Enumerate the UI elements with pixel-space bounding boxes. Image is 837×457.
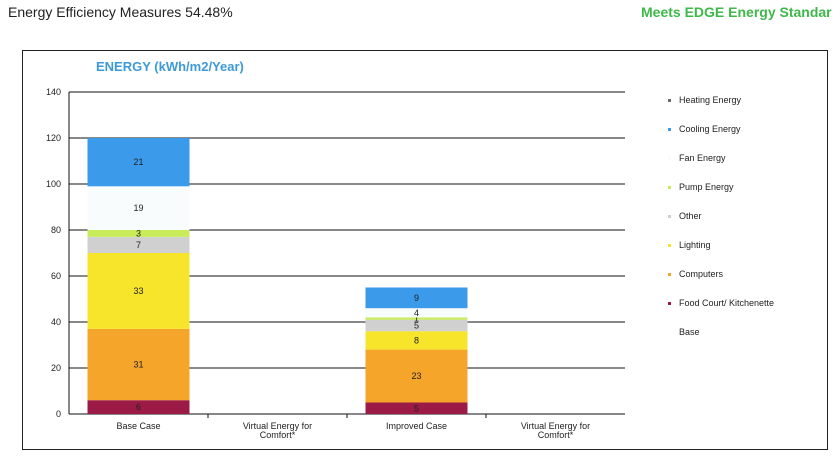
legend-swatch (668, 302, 671, 305)
data-label: 1 (414, 314, 419, 324)
x-category-label: Comfort* (538, 430, 574, 440)
legend-label: Fan Energy (679, 153, 726, 163)
legend-label: Cooling Energy (679, 124, 741, 134)
bar-segment (87, 236, 190, 253)
x-category-label: Improved Case (386, 421, 447, 431)
bar-segment (365, 317, 468, 320)
legend-swatch (668, 244, 671, 247)
bar-segment (365, 287, 468, 309)
bar-segment (87, 253, 190, 329)
legend-label: Other (679, 211, 702, 221)
data-label: 33 (133, 286, 143, 296)
y-tick-label: 100 (46, 179, 61, 189)
data-label: 4 (414, 308, 419, 318)
legend-swatch (668, 215, 671, 218)
legend-label: Lighting (679, 240, 711, 250)
data-label: 9 (414, 293, 419, 303)
energy-chart: ENERGY (kWh/m2/Year) 0 20 40 60 80 100 120 140 6 3… (46, 59, 774, 440)
energy-efficiency-measures-label: Energy Efficiency Measures 54.48% (8, 4, 233, 20)
legend-swatch (668, 186, 671, 189)
legend-label: Pump Energy (679, 182, 734, 192)
energy-chart-panel: ENERGY (kWh/m2/Year) 0 20 40 60 80 100 120 140 6 3… (22, 50, 828, 450)
y-tick-label: 140 (46, 87, 61, 97)
legend-label: Heating Energy (679, 95, 742, 105)
data-label: 5 (414, 403, 419, 413)
y-tick-label: 120 (46, 133, 61, 143)
x-category-label: Virtual Energy for (243, 421, 312, 431)
y-tick-label: 60 (51, 271, 61, 281)
bar-segment (87, 328, 190, 401)
data-label: 23 (411, 371, 421, 381)
y-tick-label: 40 (51, 317, 61, 327)
bar-segment (365, 349, 468, 403)
data-label: 5 (414, 320, 419, 330)
data-label: 8 (414, 335, 419, 345)
bar-segment (365, 402, 468, 414)
y-tick-label: 80 (51, 225, 61, 235)
edge-status-label: Meets EDGE Energy Standar (641, 4, 832, 20)
x-category-label: Base Case (116, 421, 160, 431)
bar-segment (365, 331, 468, 350)
legend-swatch (668, 128, 671, 131)
y-tick-label: 0 (56, 409, 61, 419)
bar-segment (87, 230, 190, 237)
data-label: 19 (133, 203, 143, 213)
x-category-label: Virtual Energy for (521, 421, 590, 431)
x-category-label: Comfort* (260, 430, 296, 440)
legend-label: Food Court/ Kitchenette (679, 298, 774, 308)
legend-label: Computers (679, 269, 724, 279)
y-tick-label: 20 (51, 363, 61, 373)
data-label: 31 (133, 360, 143, 370)
data-label: 6 (136, 402, 141, 412)
legend-swatch (668, 273, 671, 276)
legend-label: Base (679, 327, 700, 337)
legend-swatch (668, 99, 671, 102)
bar-segment (87, 400, 190, 414)
data-label: 3 (136, 228, 141, 238)
legend-swatch (668, 157, 671, 160)
bar-segment (87, 186, 190, 230)
bar-segment (365, 308, 468, 318)
chart-title: ENERGY (kWh/m2/Year) (96, 59, 244, 74)
legend-swatch (668, 331, 671, 334)
data-label: 7 (136, 240, 141, 250)
data-label: 21 (133, 157, 143, 167)
bar-segment (87, 138, 190, 187)
bar-segment (365, 319, 468, 332)
